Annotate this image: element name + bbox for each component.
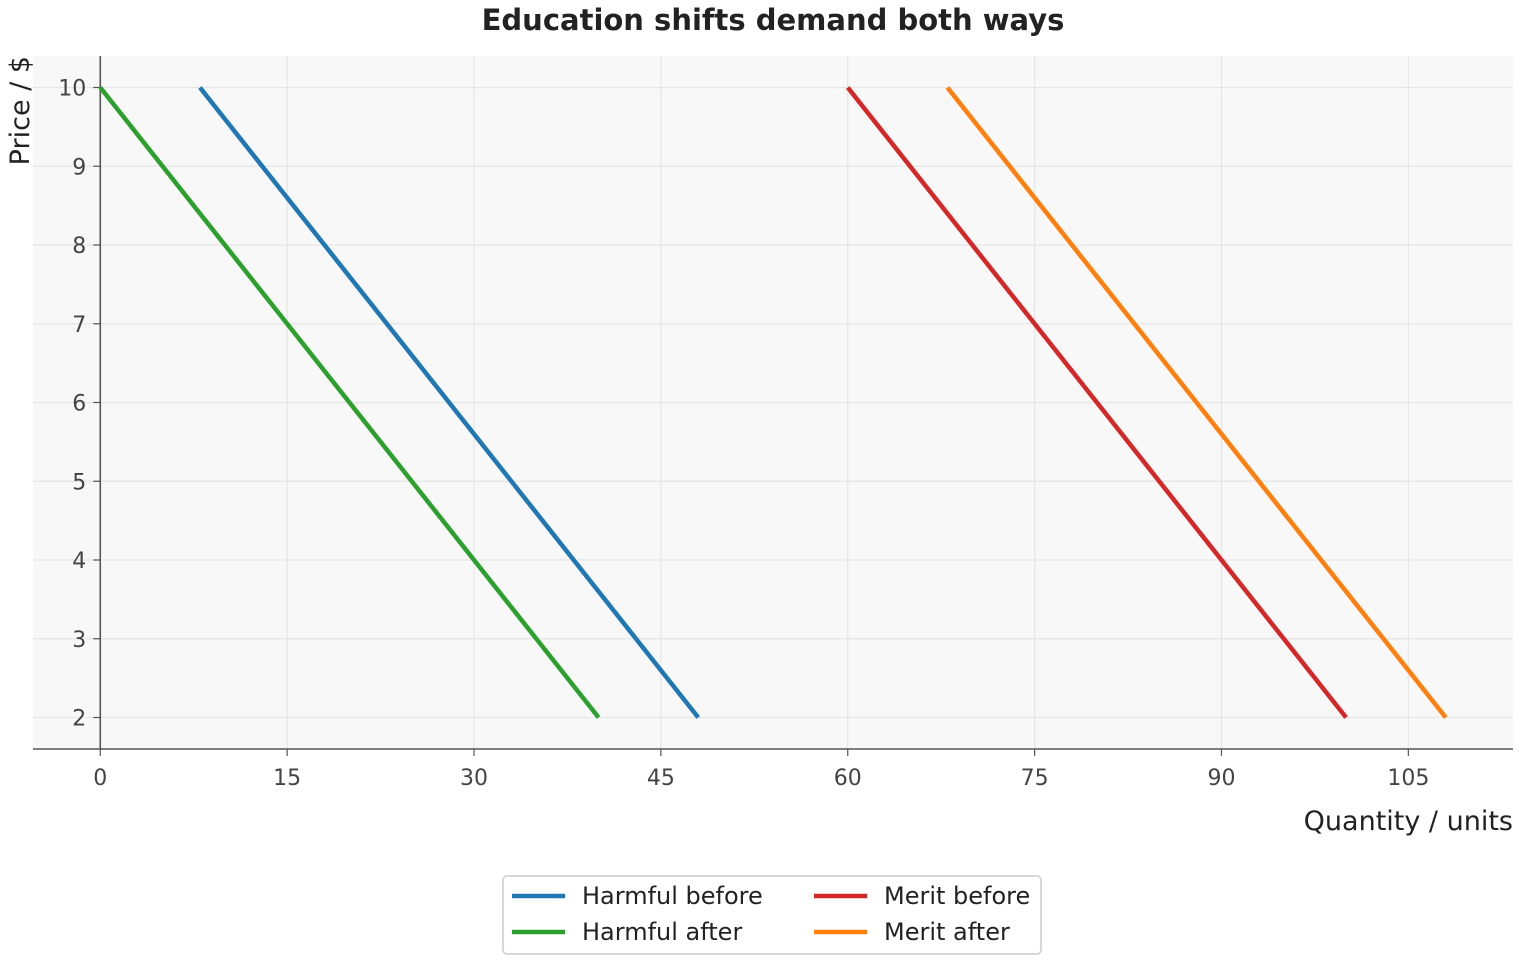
- x-axis-label: Quantity / units: [1304, 806, 1513, 837]
- x-tick-label: 105: [1387, 766, 1429, 791]
- y-tick-label: 7: [72, 313, 86, 338]
- series-line-harmful-before: [198, 86, 701, 719]
- y-tick-label: 4: [72, 549, 86, 574]
- x-tick-label: 0: [93, 766, 107, 791]
- series-lines: [98, 86, 1448, 719]
- x-tick-label: 60: [834, 766, 862, 791]
- y-tick-label: 10: [58, 77, 86, 102]
- legend-label-harmful-before: Harmful before: [582, 882, 763, 910]
- legend-box: [502, 875, 1042, 955]
- x-tick-label: 75: [1021, 766, 1049, 791]
- legend-label-harmful-after: Harmful after: [582, 918, 742, 946]
- y-tick-label: 2: [72, 707, 86, 732]
- x-tick-label: 45: [647, 766, 675, 791]
- x-tick-label: 90: [1207, 766, 1235, 791]
- y-tick-label: 5: [72, 470, 86, 495]
- y-tick-label: 6: [72, 392, 86, 417]
- x-tick-label: 30: [460, 766, 488, 791]
- legend: Harmful before Harmful after Merit before M…: [502, 875, 1042, 955]
- legend-label-merit-before: Merit before: [884, 882, 1030, 910]
- series-line-merit-before: [845, 86, 1348, 719]
- series-line-merit-after: [945, 86, 1448, 719]
- y-tick-label: 8: [72, 234, 86, 259]
- axes: [33, 56, 1513, 756]
- grid: [33, 56, 1513, 749]
- y-axis-label: Price / $: [5, 56, 36, 165]
- series-line-harmful-after: [98, 86, 601, 719]
- legend-label-merit-after: Merit after: [884, 918, 1010, 946]
- y-tick-label: 3: [72, 628, 86, 653]
- x-tick-label: 15: [273, 766, 301, 791]
- y-tick-label: 9: [72, 155, 86, 180]
- chart-title: Education shifts demand both ways: [482, 3, 1065, 37]
